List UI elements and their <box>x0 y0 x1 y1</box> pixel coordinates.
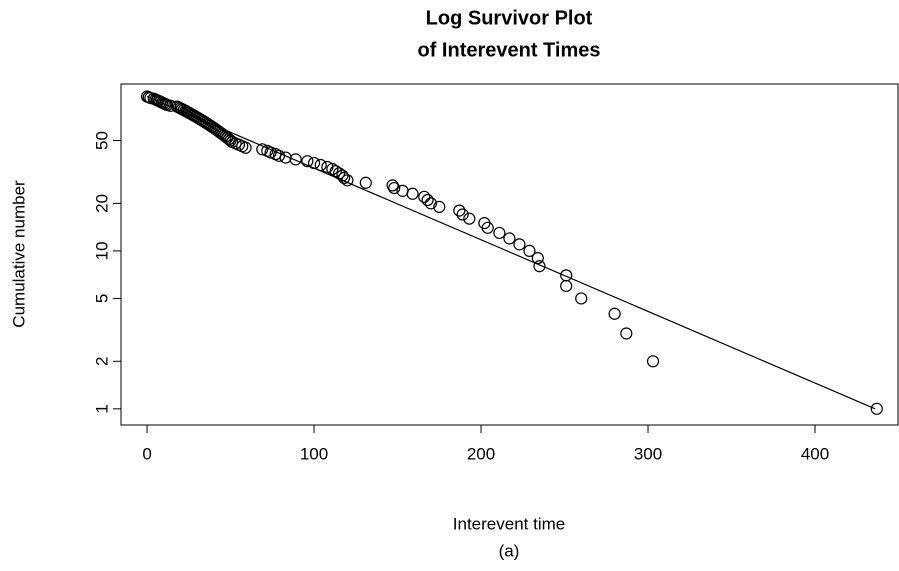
y-tick-label: 10 <box>92 241 111 260</box>
y-tick-label: 1 <box>92 404 111 413</box>
x-axis-title: Interevent time <box>453 514 565 533</box>
point <box>329 165 342 178</box>
point <box>646 355 660 368</box>
point <box>388 181 401 195</box>
point <box>301 155 314 168</box>
point <box>386 179 399 192</box>
point <box>418 190 431 203</box>
y-tick-label: 50 <box>92 131 111 150</box>
point <box>289 153 302 166</box>
point <box>433 200 446 213</box>
point <box>481 221 494 234</box>
point <box>314 158 327 172</box>
point <box>513 238 526 251</box>
point <box>256 143 269 156</box>
point <box>264 146 277 159</box>
point <box>359 176 372 189</box>
y-axis-title: Cumulative number <box>9 180 28 328</box>
point <box>307 156 321 170</box>
point <box>239 141 252 154</box>
y-tick-label: 2 <box>92 357 111 366</box>
fit-line <box>146 95 876 410</box>
chart-title: of Interevent Times <box>417 39 600 61</box>
x-tick-label: 400 <box>801 444 829 463</box>
point <box>560 279 573 293</box>
point <box>531 252 544 265</box>
point <box>575 292 588 305</box>
y-tick-label: 5 <box>92 294 111 303</box>
chart-title: Log Survivor Plot <box>426 7 593 29</box>
point <box>503 232 516 245</box>
caption: (a) <box>499 541 520 560</box>
point <box>493 226 506 240</box>
point <box>337 171 351 184</box>
point <box>560 269 573 282</box>
point <box>456 208 469 221</box>
plot-frame <box>120 83 899 426</box>
point <box>279 151 292 164</box>
x-tick-label: 200 <box>467 444 495 463</box>
x-tick-label: 0 <box>142 444 151 463</box>
point <box>533 260 546 273</box>
point <box>463 212 476 225</box>
point <box>326 162 339 176</box>
point <box>608 307 621 320</box>
x-tick-label: 300 <box>634 444 662 463</box>
point <box>523 244 536 258</box>
y-tick-label: 20 <box>92 194 111 213</box>
point <box>406 187 419 200</box>
point <box>421 193 434 207</box>
point <box>424 197 438 210</box>
x-tick-label: 100 <box>300 444 328 463</box>
point <box>453 204 466 217</box>
point <box>272 149 286 162</box>
point <box>620 327 633 340</box>
point <box>870 402 883 415</box>
point <box>222 133 235 146</box>
point <box>341 174 354 187</box>
